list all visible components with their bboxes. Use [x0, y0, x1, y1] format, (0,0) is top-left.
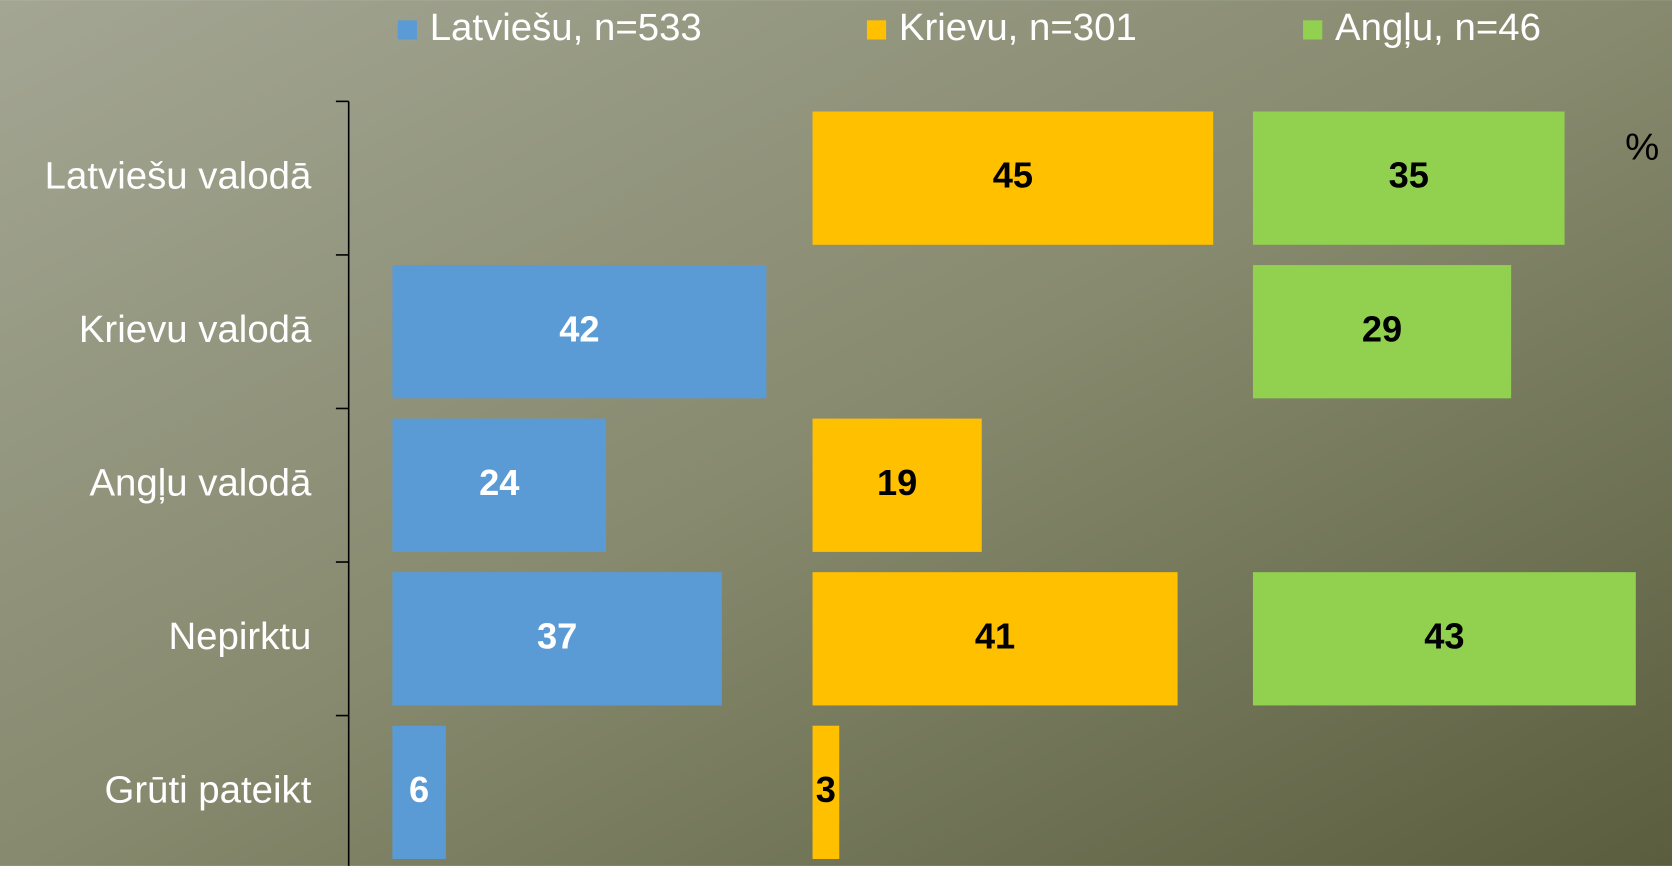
value-label: 37 — [537, 615, 577, 656]
value-label: 3 — [816, 769, 836, 810]
value-label: 29 — [1362, 308, 1402, 349]
bar — [1252, 265, 1512, 399]
value-label: 41 — [975, 615, 1015, 656]
bar — [1252, 572, 1636, 706]
unit-label: % — [1625, 125, 1659, 168]
category-label: Krievu valodā — [79, 308, 312, 351]
value-label: 24 — [479, 462, 519, 503]
value-label: 6 — [409, 769, 429, 810]
bar — [392, 725, 446, 859]
value-label: 45 — [993, 155, 1033, 196]
value-label: 35 — [1389, 155, 1429, 196]
value-label: 19 — [877, 462, 917, 503]
category-label: Latviešu valodā — [45, 154, 312, 197]
category-label: Angļu valodā — [89, 461, 312, 504]
bar — [392, 265, 767, 399]
legend-label: Angļu, n=46 — [1335, 6, 1541, 49]
legend-label: Krievu, n=301 — [899, 6, 1137, 49]
bar — [392, 418, 607, 552]
legend-swatch — [866, 20, 887, 40]
category-label: Nepirktu — [168, 615, 311, 658]
legend-label: Latviešu, n=533 — [430, 6, 702, 49]
bar — [812, 111, 1214, 245]
bar — [812, 572, 1178, 706]
value-label: 42 — [559, 308, 599, 349]
legend-swatch — [1303, 20, 1323, 40]
category-label: Grūti pateikt — [104, 768, 311, 811]
bar — [812, 418, 982, 552]
value-label: 43 — [1424, 615, 1464, 656]
legend-swatch — [397, 20, 417, 40]
bar — [392, 572, 722, 706]
bar — [1252, 111, 1565, 245]
bar — [812, 725, 840, 859]
